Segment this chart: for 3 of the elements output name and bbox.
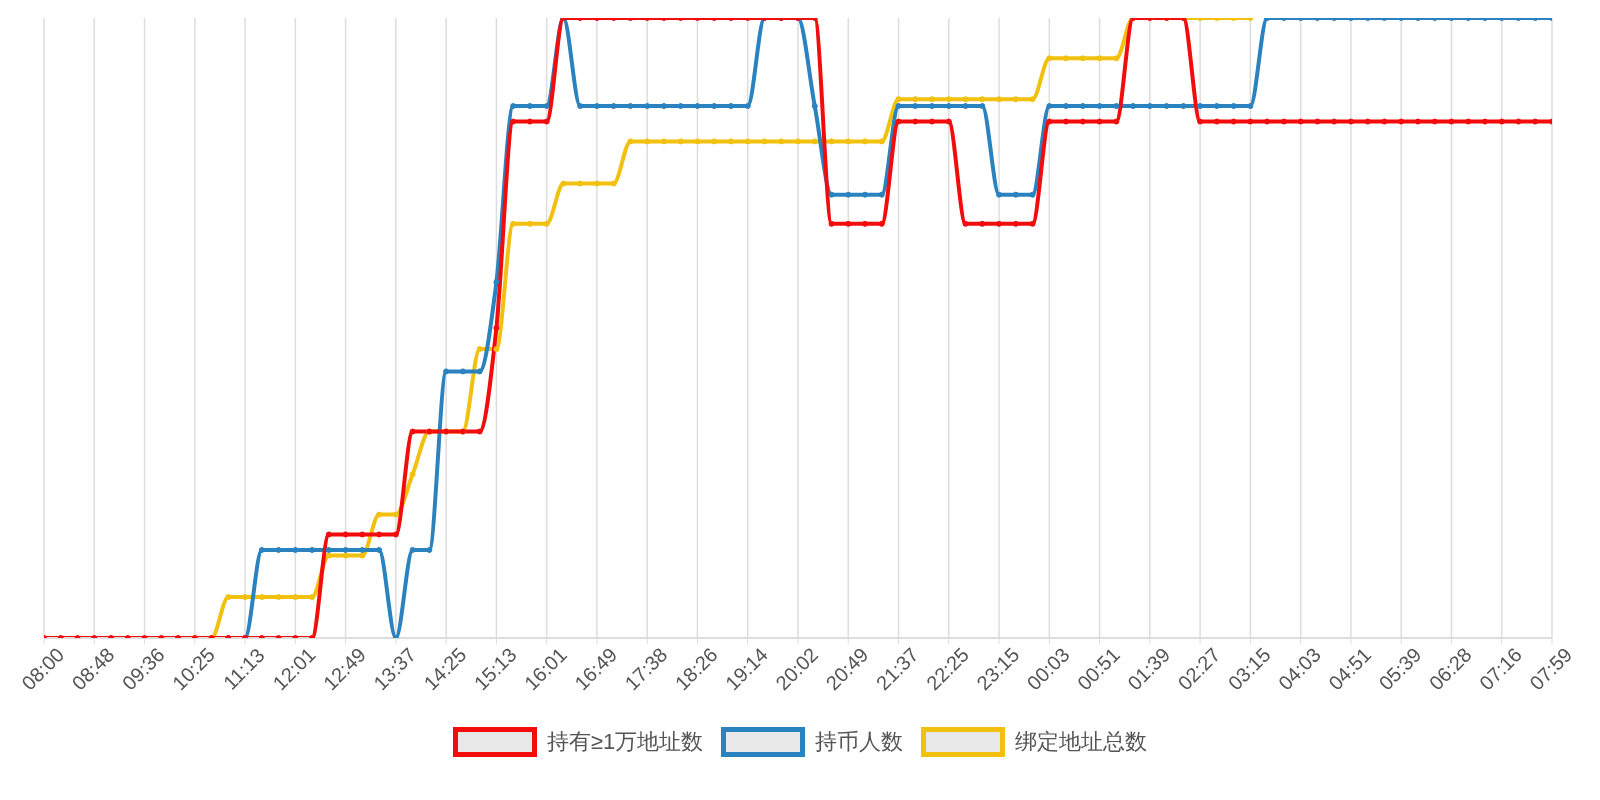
legend-label: 持币人数 [815, 728, 904, 756]
legend-label: 持有≥1万地址数 [546, 728, 704, 756]
legend-label: 绑定地址总数 [1015, 728, 1148, 756]
